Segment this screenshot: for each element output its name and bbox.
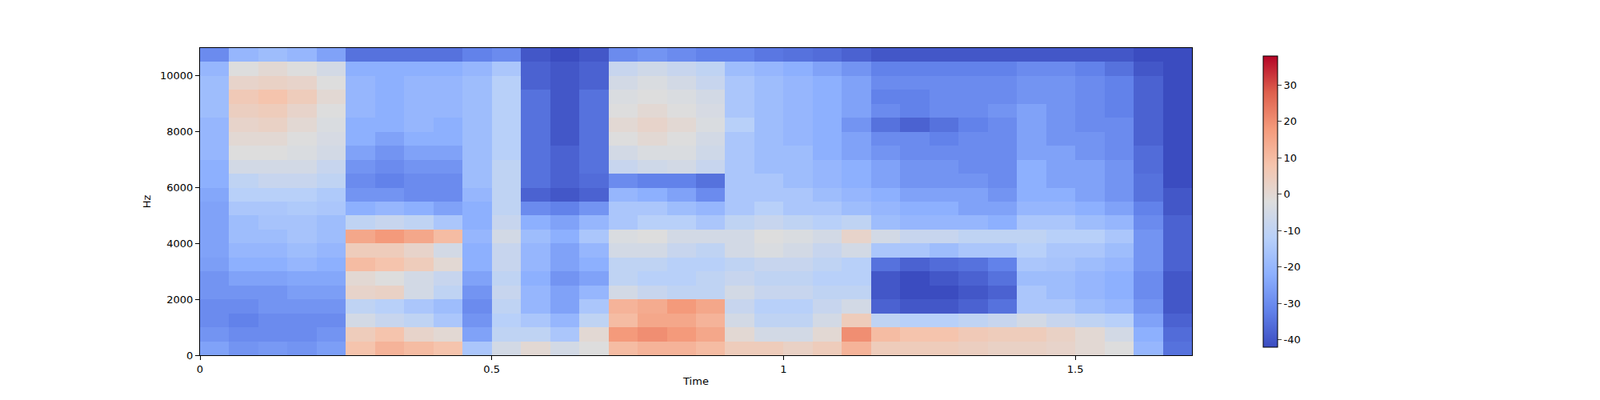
svg-text:10000: 10000 xyxy=(160,69,193,82)
svg-text:8000: 8000 xyxy=(166,125,193,138)
svg-text:2000: 2000 xyxy=(166,293,193,306)
svg-text:-40: -40 xyxy=(1284,333,1301,346)
svg-text:0: 0 xyxy=(196,363,204,376)
svg-text:4000: 4000 xyxy=(166,237,193,250)
svg-text:-10: -10 xyxy=(1284,224,1301,237)
svg-text:-20: -20 xyxy=(1284,260,1301,273)
svg-text:0: 0 xyxy=(186,349,193,362)
svg-text:1.5: 1.5 xyxy=(1067,363,1084,376)
svg-text:10: 10 xyxy=(1284,152,1298,164)
svg-text:0.5: 0.5 xyxy=(483,363,500,376)
svg-text:20: 20 xyxy=(1284,115,1298,128)
svg-text:1: 1 xyxy=(780,363,787,376)
svg-text:Time: Time xyxy=(682,375,709,388)
svg-text:6000: 6000 xyxy=(166,181,193,194)
svg-text:Hz: Hz xyxy=(140,195,153,209)
svg-text:-30: -30 xyxy=(1284,297,1301,310)
svg-text:0: 0 xyxy=(1284,188,1291,200)
svg-text:30: 30 xyxy=(1284,79,1298,92)
